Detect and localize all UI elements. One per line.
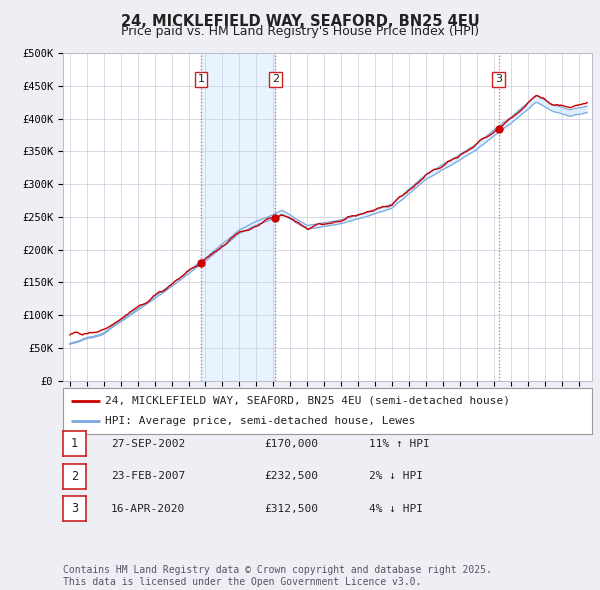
Text: 1: 1 — [197, 74, 205, 84]
Text: Contains HM Land Registry data © Crown copyright and database right 2025.
This d: Contains HM Land Registry data © Crown c… — [63, 565, 492, 587]
Text: 2: 2 — [272, 74, 279, 84]
Text: 3: 3 — [71, 502, 78, 515]
Text: 24, MICKLEFIELD WAY, SEAFORD, BN25 4EU: 24, MICKLEFIELD WAY, SEAFORD, BN25 4EU — [121, 14, 479, 29]
Text: 1: 1 — [71, 437, 78, 450]
Text: 24, MICKLEFIELD WAY, SEAFORD, BN25 4EU (semi-detached house): 24, MICKLEFIELD WAY, SEAFORD, BN25 4EU (… — [106, 395, 511, 405]
Text: 11% ↑ HPI: 11% ↑ HPI — [369, 439, 430, 448]
Text: 4% ↓ HPI: 4% ↓ HPI — [369, 504, 423, 513]
Text: 2% ↓ HPI: 2% ↓ HPI — [369, 471, 423, 481]
Text: 27-SEP-2002: 27-SEP-2002 — [111, 439, 185, 448]
Text: £312,500: £312,500 — [264, 504, 318, 513]
Text: 23-FEB-2007: 23-FEB-2007 — [111, 471, 185, 481]
Text: 2: 2 — [71, 470, 78, 483]
Text: 16-APR-2020: 16-APR-2020 — [111, 504, 185, 513]
Text: £232,500: £232,500 — [264, 471, 318, 481]
Text: Price paid vs. HM Land Registry's House Price Index (HPI): Price paid vs. HM Land Registry's House … — [121, 25, 479, 38]
Text: £170,000: £170,000 — [264, 439, 318, 448]
Bar — [201, 53, 275, 381]
Text: 3: 3 — [495, 74, 502, 84]
Text: HPI: Average price, semi-detached house, Lewes: HPI: Average price, semi-detached house,… — [106, 416, 416, 426]
